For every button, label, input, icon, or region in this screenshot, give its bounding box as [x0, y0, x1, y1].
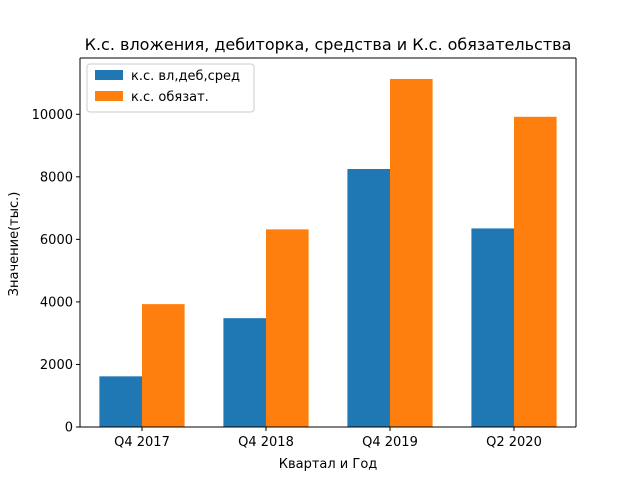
x-tick-label-2: Q4 2018 — [238, 435, 294, 450]
legend-label-1: к.с. вл,деб,сред — [131, 69, 240, 84]
plot-area: 0 2000 4000 6000 8000 10000 Q4 2017 Q4 2018 Q4 2… — [32, 57, 577, 450]
bar-2-4 — [514, 116, 557, 428]
bar-1-3 — [347, 169, 390, 428]
x-tick-label-1: Q4 2017 — [114, 435, 170, 450]
bar-1-1 — [99, 376, 142, 427]
bar-1-2 — [223, 318, 266, 427]
x-tick-label-4: Q2 2020 — [486, 435, 542, 450]
bar-2-1 — [142, 304, 185, 427]
y-tick-label-4: 6000 — [40, 233, 73, 248]
y-tick-label-6: 10000 — [32, 108, 73, 123]
legend: к.с. вл,деб,сред к.с. обязат. — [86, 63, 255, 113]
x-tick-label-3: Q4 2019 — [362, 435, 418, 450]
legend-label-2: к.с. обязат. — [131, 90, 209, 105]
y-tick-label-1: 0 — [65, 421, 73, 436]
y-tick-label-2: 2000 — [40, 358, 73, 373]
legend-box — [86, 63, 255, 113]
y-tick-label-3: 4000 — [40, 295, 73, 310]
bar-2-3 — [390, 78, 433, 428]
legend-swatch-2 — [95, 91, 123, 101]
bar-2-2 — [266, 229, 309, 427]
legend-swatch-1 — [95, 70, 123, 80]
y-tick-label-5: 8000 — [40, 170, 73, 185]
chart-title: К.с. вложения, дебиторка, средства и К.с… — [85, 35, 572, 54]
y-axis-label: Значение(тыс.) — [7, 192, 22, 297]
bar-1-4 — [471, 228, 514, 427]
x-axis-label: Квартал и Год — [279, 457, 378, 472]
